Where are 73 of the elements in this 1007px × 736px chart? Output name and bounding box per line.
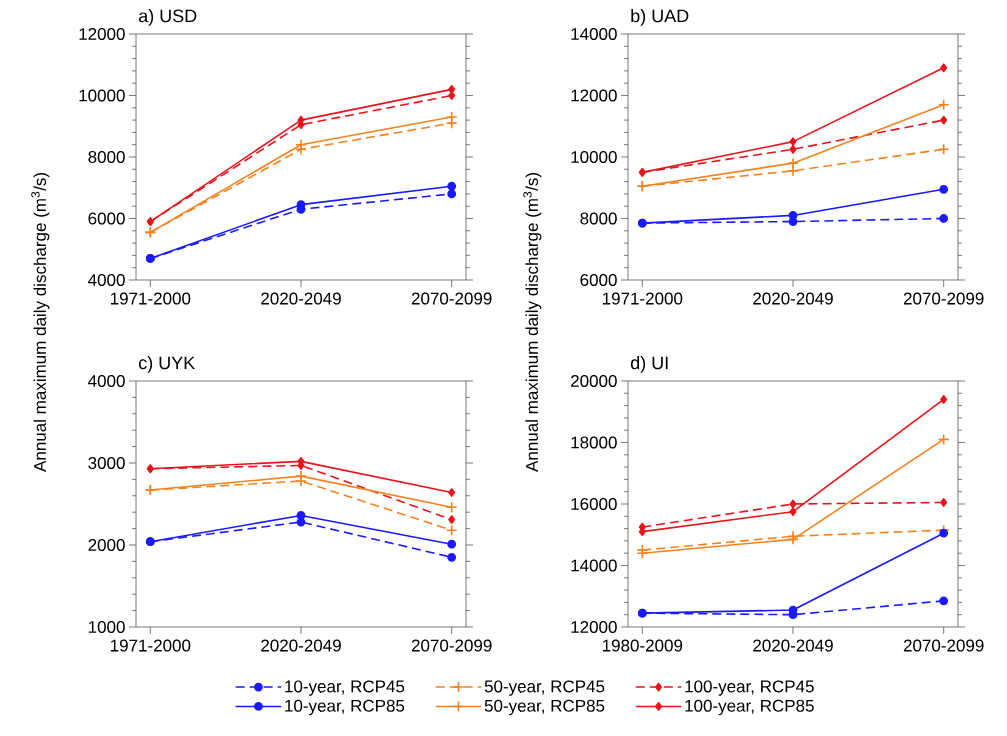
chart-title: c) UYK <box>138 356 195 373</box>
legend-label: 10-year, RCP85 <box>285 699 405 716</box>
y-axis-title: Annual maximum daily discharge (m$^{3}$/s) <box>523 173 542 472</box>
chart-title: a) USD <box>138 9 197 26</box>
point <box>447 539 457 549</box>
point <box>445 524 458 537</box>
x-tick-label: 1971-2000 <box>110 292 191 305</box>
chart-title: d) UI <box>630 356 668 373</box>
point <box>448 91 456 100</box>
point <box>296 511 306 520</box>
x-tick-label: 2070-2099 <box>411 639 492 652</box>
point <box>789 499 797 509</box>
x-tick-label: 2070-2099 <box>903 639 984 652</box>
x-tick-label: 2020-2049 <box>261 639 341 652</box>
point <box>937 98 950 111</box>
y-tick-label: 2000 <box>88 538 125 552</box>
point <box>448 515 456 524</box>
y-tick-label: 16000 <box>571 497 617 511</box>
legend-label: 100-year, RCP45 <box>685 680 814 696</box>
point <box>787 157 799 169</box>
y-tick-label: 14000 <box>571 559 617 572</box>
y-tick-label: 6000 <box>580 273 617 287</box>
x-tick-label: 2020-2049 <box>753 639 833 652</box>
legend-label: 10-year, RCP45 <box>285 680 405 696</box>
point <box>445 111 458 123</box>
y-axis-title: Annual maximum daily discharge (m$^{3}$/s) <box>31 173 50 472</box>
y-tick-label: 8000 <box>580 212 617 225</box>
point <box>939 184 949 194</box>
y-tick-label: 20000 <box>571 374 617 388</box>
point <box>445 501 458 514</box>
point <box>939 528 949 538</box>
y-tick-label: 10000 <box>571 150 617 164</box>
point <box>448 488 456 497</box>
x-tick-label: 2020-2049 <box>753 292 833 305</box>
chart-title: b) UAD <box>631 9 689 26</box>
point <box>789 507 797 517</box>
y-tick-label: 12000 <box>571 89 617 102</box>
x-tick-label: 1971-2000 <box>602 292 683 305</box>
y-tick-label: 6000 <box>88 212 125 225</box>
y-tick-label: 3000 <box>88 456 125 470</box>
y-tick-label: 12000 <box>79 27 125 41</box>
x-tick-label: 2020-2049 <box>261 292 341 305</box>
point <box>939 596 949 606</box>
point <box>940 395 948 404</box>
point <box>789 144 797 154</box>
legend-label: 50-year, RCP85 <box>484 699 605 716</box>
point <box>447 189 457 199</box>
x-tick-label: 2070-2099 <box>411 292 492 305</box>
point <box>937 433 950 446</box>
point <box>448 84 456 94</box>
x-tick-label: 1980-2009 <box>602 639 683 652</box>
x-tick-label: 2070-2099 <box>903 292 984 305</box>
legend-label: 100-year, RCP85 <box>685 699 814 716</box>
point <box>937 143 950 156</box>
point <box>447 181 457 191</box>
point <box>940 63 948 73</box>
legend-label: 50-year, RCP45 <box>484 680 605 696</box>
point <box>789 137 797 147</box>
x-tick-label: 1971-2000 <box>110 639 191 652</box>
y-tick-label: 1000 <box>88 620 125 634</box>
y-tick-label: 4000 <box>88 273 125 287</box>
y-tick-label: 12000 <box>571 620 617 634</box>
y-tick-label: 4000 <box>88 374 125 388</box>
point <box>939 214 949 223</box>
point <box>940 115 948 125</box>
y-tick-label: 10000 <box>79 89 125 102</box>
y-tick-label: 14000 <box>571 27 617 41</box>
point <box>787 165 799 177</box>
y-tick-label: 18000 <box>571 436 617 449</box>
point <box>447 552 457 562</box>
y-tick-label: 8000 <box>88 150 125 164</box>
point <box>940 498 948 507</box>
point <box>788 211 798 220</box>
